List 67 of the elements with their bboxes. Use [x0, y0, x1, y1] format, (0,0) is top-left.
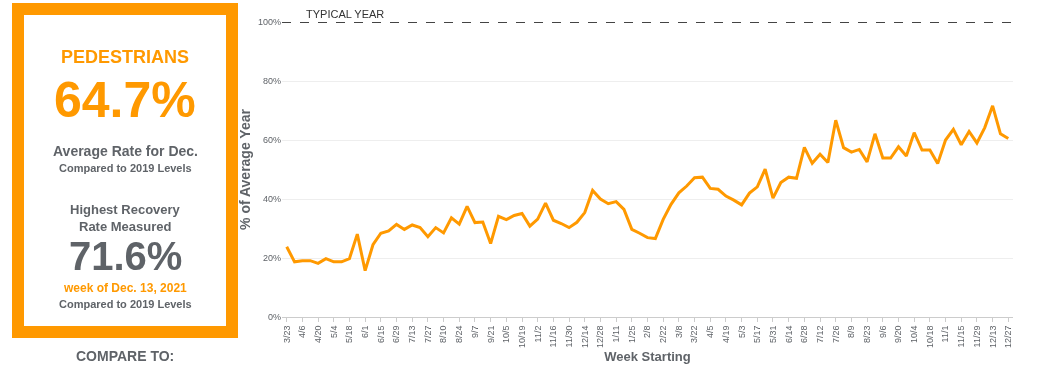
x-tick-label: 11/30 — [563, 325, 574, 348]
x-tick-label: 6/14 — [783, 325, 794, 344]
x-tick-label: 12/14 — [579, 325, 590, 349]
x-tick-label: 5/17 — [752, 325, 763, 344]
x-tick-label: 7/12 — [814, 325, 825, 344]
text: Rate Measured — [79, 219, 172, 234]
x-tick-label: 7/13 — [407, 325, 418, 344]
x-tick-label: 11/29 — [971, 325, 982, 348]
x-tick-label: 6/29 — [391, 325, 402, 344]
x-tick-label: 4/20 — [313, 325, 323, 344]
x-tick-label: 6/15 — [375, 325, 386, 344]
x-tick-label: 11/1 — [940, 325, 951, 343]
x-tick-label: 11/16 — [548, 325, 559, 348]
y-axis-title: % of Average Year — [236, 108, 253, 230]
x-tick-label: 9/20 — [893, 325, 904, 344]
x-tick-label: 8/10 — [438, 325, 449, 344]
x-axis-title: Week Starting — [604, 348, 691, 364]
y-tick-label: 20% — [262, 253, 281, 264]
text: Average Rate for Dec. — [53, 143, 198, 159]
x-tick-label: 11/2 — [532, 325, 543, 343]
x-tick-label: 4/19 — [720, 325, 731, 344]
x-tick-label: 5/18 — [344, 325, 355, 344]
x-tick-label: 7/26 — [830, 325, 841, 344]
x-tick-label: 3/23 — [281, 325, 292, 344]
x-tick-label: 5/3 — [736, 325, 747, 339]
x-tick-label: 9/6 — [877, 325, 888, 339]
text: PEDESTRIANS — [61, 47, 190, 67]
text: Highest Recovery — [70, 202, 181, 217]
ref-line-label: TYPICAL YEAR — [306, 8, 385, 20]
y-tick-label: 100% — [257, 17, 281, 28]
x-tick-label: 8/24 — [454, 325, 465, 344]
text: 64.7% — [54, 72, 196, 128]
x-tick-label: 3/8 — [673, 325, 684, 339]
x-tick-label: 11/15 — [956, 325, 967, 348]
x-tick-label: 6/1 — [360, 325, 371, 339]
x-tick-label: 10/18 — [924, 325, 935, 349]
x-tick-label: 12/28 — [595, 325, 606, 349]
x-tick-label: 10/19 — [516, 325, 527, 349]
x-tick-label: 2/8 — [642, 325, 653, 339]
x-tick-label: 9/21 — [485, 325, 496, 344]
x-tick-label: 10/5 — [501, 325, 512, 344]
x-tick-label: 5/31 — [767, 325, 778, 344]
text: COMPARE TO: — [76, 348, 175, 364]
x-tick-label: 12/27 — [1003, 325, 1014, 349]
y-tick-label: 60% — [262, 135, 281, 146]
text: Compared to 2019 Levels — [59, 298, 192, 310]
x-tick-label: 4/6 — [297, 325, 308, 339]
x-tick-label: 6/28 — [799, 325, 810, 344]
y-tick-label: 80% — [262, 76, 281, 87]
text: Compared to 2019 Levels — [59, 162, 192, 174]
x-tick-label: 4/5 — [705, 325, 716, 339]
x-tick-label: 3/22 — [689, 325, 700, 344]
x-tick-label: 1/25 — [626, 325, 637, 344]
text: 71.6% — [69, 234, 183, 278]
x-tick-label: 10/4 — [909, 325, 920, 344]
text: week of Dec. 13, 2021 — [63, 281, 188, 295]
x-tick-label: 5/4 — [328, 325, 339, 339]
x-tick-label: 2/22 — [658, 325, 669, 344]
x-tick-label: 12/13 — [987, 325, 998, 349]
x-tick-label: 1/11 — [611, 325, 622, 343]
x-tick-label: 8/23 — [862, 325, 873, 344]
x-tick-label: 7/27 — [422, 325, 433, 344]
line-series — [285, 104, 1010, 273]
x-tick-label: 8/9 — [846, 325, 857, 339]
y-tick-label: 40% — [262, 194, 281, 205]
x-tick-label: 9/7 — [469, 325, 480, 339]
y-tick-label: 0% — [267, 312, 281, 323]
